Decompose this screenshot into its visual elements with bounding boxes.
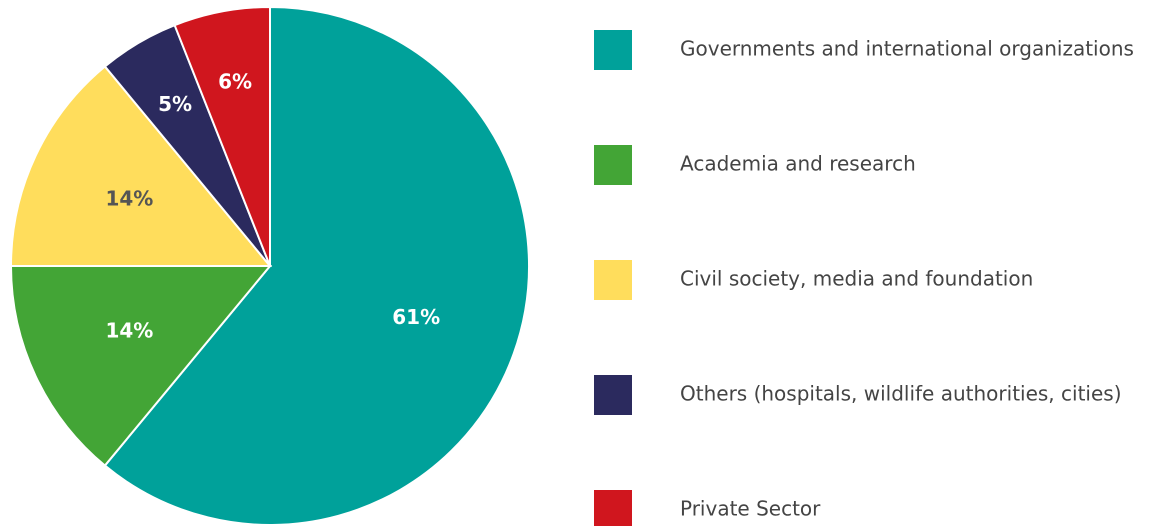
legend-label: Private Sector	[680, 497, 821, 521]
legend-label: Others (hospitals, wildlife authorities,…	[680, 382, 1122, 406]
value-label: 6%	[218, 69, 252, 93]
value-label: 61%	[392, 305, 440, 329]
legend-label: Academia and research	[680, 152, 916, 176]
legend-swatch	[594, 145, 632, 185]
value-label: 14%	[105, 186, 153, 210]
legend-label: Governments and international organizati…	[680, 37, 1134, 61]
value-label: 14%	[105, 319, 153, 343]
pie-slice	[9, 265, 273, 467]
legend-swatch	[594, 375, 632, 415]
pie-slice	[173, 5, 271, 267]
legend-swatch	[594, 30, 632, 70]
legend-swatch	[594, 260, 632, 300]
legend-swatch	[594, 490, 632, 526]
value-label: 5%	[158, 92, 192, 116]
pie-slice	[103, 5, 530, 526]
pie-slice	[9, 65, 273, 267]
legend-label: Civil society, media and foundation	[680, 267, 1033, 291]
